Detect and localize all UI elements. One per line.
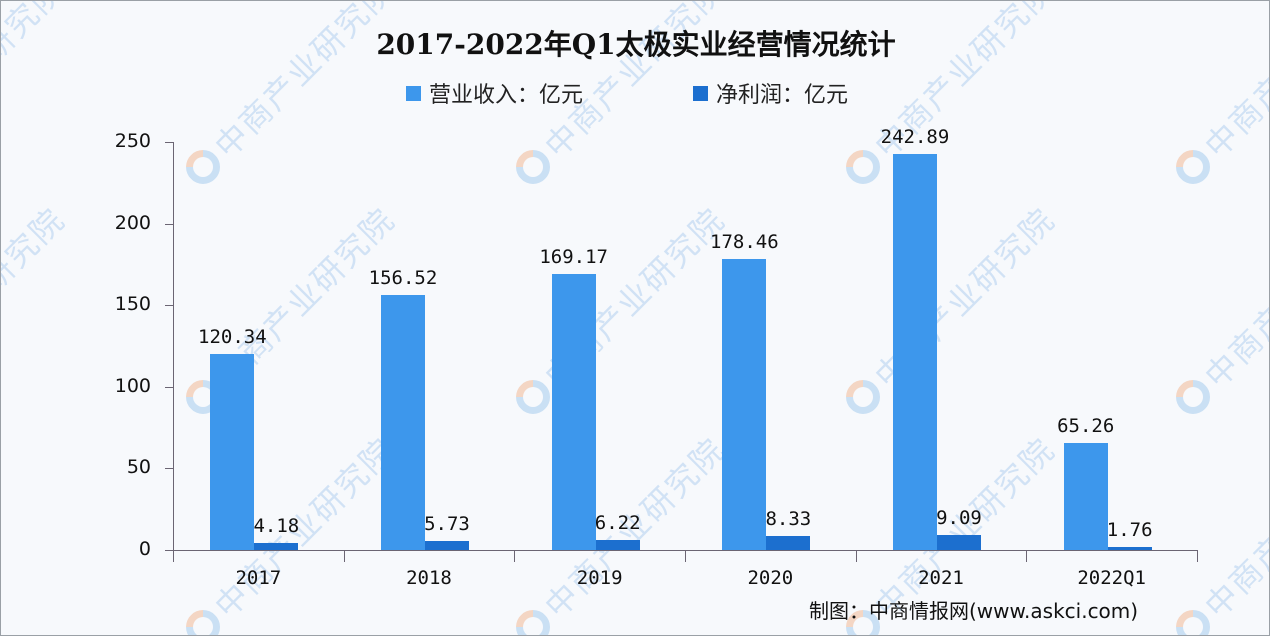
bar-revenue [210,353,255,550]
x-tick [343,550,345,562]
y-tick [165,468,174,470]
value-label-revenue: 120.34 [198,325,267,348]
bar-profit [1107,547,1152,550]
legend-item-revenue: 营业收入：亿元 [406,77,583,109]
y-axis [173,142,174,562]
x-tick-label: 2021 [918,567,964,589]
bar-revenue [381,294,425,550]
y-tick-label: 150 [114,293,151,316]
x-tick [855,550,857,562]
value-label-profit: 5.73 [424,512,470,535]
legend-swatch-revenue [406,85,421,101]
y-tick [165,223,174,225]
value-label-profit: 9.09 [936,507,982,530]
bar-revenue [551,273,596,550]
y-tick-label: 200 [114,211,151,234]
y-tick [165,305,174,307]
x-tick-label: 2017 [235,567,282,589]
value-label-revenue: 156.52 [368,266,438,289]
legend-label-profit: 净利润：亿元 [716,83,849,108]
bar-revenue [722,258,767,550]
value-label-profit: 4.18 [253,515,300,538]
value-label-revenue: 65.26 [1057,415,1115,438]
x-tick [1197,550,1199,562]
y-tick-label: 250 [114,130,151,152]
x-tick [1026,550,1028,562]
source-credit: 制图：中商情报网(www.askci.com) [809,599,1139,623]
value-label-profit: 1.76 [1106,519,1153,542]
value-label-profit: 6.22 [594,511,641,534]
bar-profit [937,535,981,550]
bar-profit [766,536,811,550]
x-tick [685,550,686,562]
value-label-revenue: 178.46 [710,230,779,253]
y-tick [165,142,174,143]
x-tick-label: 2019 [576,567,623,589]
y-tick-label: 0 [138,538,151,560]
x-tick [514,550,516,562]
bar-profit [595,539,640,550]
y-tick-label: 50 [126,456,151,479]
value-label-profit: 8.33 [765,508,812,531]
x-tick-label: 2018 [406,567,452,589]
legend-item-profit: 净利润：亿元 [693,77,848,109]
bar-profit [425,540,469,550]
bar-revenue [893,153,937,550]
value-label-revenue: 169.17 [539,245,608,268]
y-tick [165,386,174,388]
bar-profit [254,543,299,550]
x-tick-label: 2022Q1 [1077,567,1146,589]
chart-title: 2017-2022年Q1太极实业经营情况统计 [376,28,896,61]
legend-swatch-profit [693,85,708,101]
y-tick-label: 100 [114,374,151,397]
value-label-revenue: 242.89 [880,125,950,148]
legend-label-revenue: 营业收入：亿元 [429,83,584,108]
bar-revenue [1063,443,1108,550]
y-tick [165,550,174,551]
x-tick-label: 2020 [747,567,794,589]
x-tick [173,550,174,562]
